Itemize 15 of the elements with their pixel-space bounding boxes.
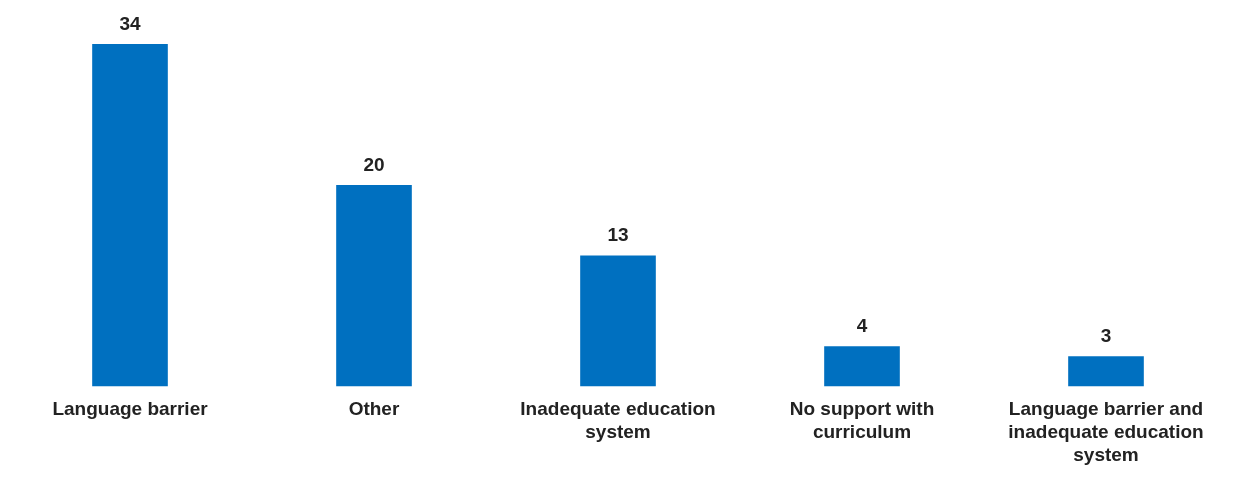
bar (580, 255, 656, 387)
bar (336, 185, 412, 387)
x-tick-label: Other (348, 398, 400, 420)
x-tick-label: Inadequate education system (520, 398, 716, 443)
x-tick-label: Language barrier and inadequate education system (1008, 398, 1204, 465)
data-label: 34 (119, 12, 141, 34)
data-label: 13 (607, 224, 629, 246)
bar (824, 346, 900, 387)
bar (92, 44, 168, 387)
x-tick-label: Language barrier (52, 398, 209, 420)
data-label: 3 (1100, 325, 1112, 347)
data-label: 4 (856, 315, 868, 337)
x-tick-label: No support with curriculum (789, 398, 935, 443)
bar (1068, 356, 1144, 387)
data-label: 20 (363, 153, 385, 175)
